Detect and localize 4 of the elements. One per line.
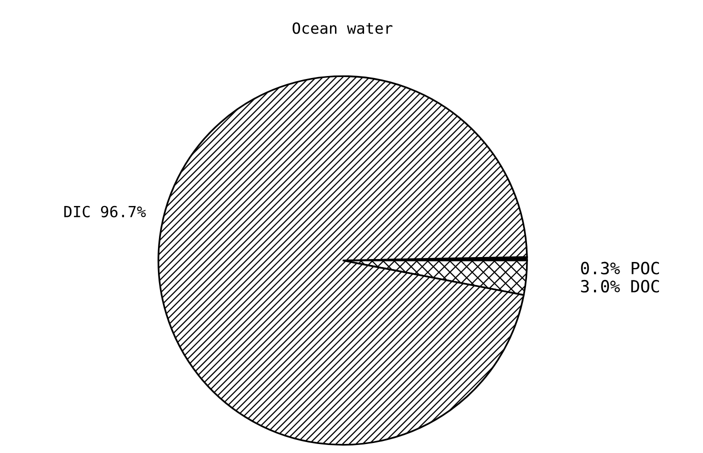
slice-label: DIC 96.7% [64,206,146,218]
slice-label: 3.0% DOC [581,280,659,293]
chart-title: Ocean water [292,22,392,34]
slice-label: 0.3% POC [581,262,659,274]
